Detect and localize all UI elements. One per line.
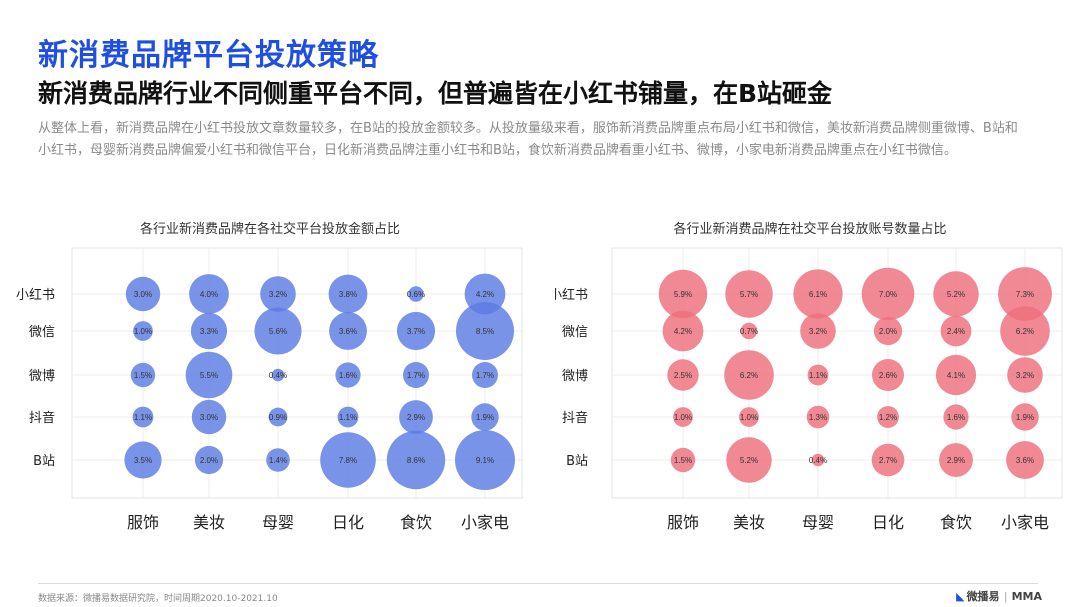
x-axis-label: 服饰 xyxy=(127,513,159,532)
bubble-value-label: 2.0% xyxy=(200,456,218,465)
x-axis-label: 小家电 xyxy=(1001,513,1049,532)
bubble-value-label: 3.5% xyxy=(134,456,152,465)
y-axis-label: B站 xyxy=(33,454,55,469)
bubble-value-label: 6.2% xyxy=(1016,327,1034,336)
bubble-value-label: 3.3% xyxy=(200,327,218,336)
bubble-value-label: 5.5% xyxy=(200,371,218,380)
bubble-value-label: 2.0% xyxy=(879,327,897,336)
bubble-value-label: 4.0% xyxy=(200,290,218,299)
bubble-value-label: 9.1% xyxy=(476,456,494,465)
bubble-value-label: 3.2% xyxy=(269,290,287,299)
bubble-value-label: 3.0% xyxy=(200,413,218,422)
bubble-value-label: 7.0% xyxy=(879,290,897,299)
x-axis-label: 母婴 xyxy=(802,513,834,532)
bubble-value-label: 5.6% xyxy=(269,327,287,336)
footer-divider xyxy=(38,583,1038,584)
y-axis-label: 小红书 xyxy=(555,287,588,303)
bubble-value-label: 6.2% xyxy=(740,371,758,380)
bubble-value-label: 1.3% xyxy=(809,413,827,422)
bubble-value-label: 1.6% xyxy=(947,413,965,422)
bubble-value-label: 8.6% xyxy=(407,456,425,465)
page-subtitle: 新消费品牌行业不同侧重平台不同，但普遍皆在小红书铺量，在B站砸金 xyxy=(38,74,832,110)
bubble-value-label: 3.0% xyxy=(134,290,152,299)
bubble-value-label: 1.6% xyxy=(339,371,357,380)
bubble-value-label: 0.6% xyxy=(407,290,425,299)
y-axis-label: 微博 xyxy=(29,369,55,384)
bubble-value-label: 1.7% xyxy=(476,371,494,380)
y-axis-label: 微博 xyxy=(562,369,588,384)
bubble-value-label: 1.9% xyxy=(1016,413,1034,422)
bubble-value-label: 1.0% xyxy=(740,413,758,422)
chart-investment-amount: 各行业新消费品牌在各社交平台投放金额占比 3.0% 4.0% 3.2% 3.8% 0.6… xyxy=(15,210,525,540)
brand-logo-icon: ◣ xyxy=(956,590,964,603)
chart-account-count: 各行业新消费品牌在社交平台投放账号数量占比 5.9% 5.7% 6.1% 7.0% 5.… xyxy=(555,210,1065,540)
bubble-value-label: 1.5% xyxy=(674,456,692,465)
y-axis-label: 抖音 xyxy=(29,410,55,426)
bubble-value-label: 2.5% xyxy=(674,371,692,380)
brand-logo-text: 微播易 xyxy=(967,590,1000,603)
footer-logos: ◣ 微播易 | MMA xyxy=(956,588,1042,604)
bubble-value-label: 1.4% xyxy=(269,456,287,465)
bubble-value-label: 1.1% xyxy=(134,413,152,422)
bubble-value-label: 5.2% xyxy=(947,290,965,299)
bubble-value-label: 8.5% xyxy=(476,327,494,336)
page-description: 从整体上看，新消费品牌在小红书投放文章数量较多，在B站的投放金额较多。从投放量级… xyxy=(38,118,1028,162)
y-axis-label: 微信 xyxy=(562,325,588,340)
bubble-value-label: 2.9% xyxy=(407,413,425,422)
bubble-value-label: 1.0% xyxy=(134,327,152,336)
bubble-value-label: 6.1% xyxy=(809,290,827,299)
bubble-value-label: 3.2% xyxy=(1016,371,1034,380)
x-axis-label: 日化 xyxy=(332,513,364,532)
bubble-value-label: 5.7% xyxy=(740,290,758,299)
x-axis-label: 食饮 xyxy=(400,513,432,532)
bubble-value-label: 3.7% xyxy=(407,327,425,336)
bubble-value-label: 7.3% xyxy=(1016,290,1034,299)
x-axis-label: 美妆 xyxy=(733,513,765,532)
bubble-value-label: 2.9% xyxy=(947,456,965,465)
page-title: 新消费品牌平台投放策略 xyxy=(38,30,379,74)
x-axis-label: 日化 xyxy=(872,513,904,532)
x-axis-label: 服饰 xyxy=(667,513,699,532)
bubble-value-label: 1.1% xyxy=(339,413,357,422)
y-axis-label: B站 xyxy=(566,454,588,469)
x-axis-label: 小家电 xyxy=(461,513,509,532)
bubble-value-label: 1.0% xyxy=(674,413,692,422)
y-axis-label: 微信 xyxy=(29,325,55,340)
bubble-value-label: 0.4% xyxy=(269,371,287,380)
bubble-value-label: 2.4% xyxy=(947,327,965,336)
bubble-value-label: 7.8% xyxy=(339,456,357,465)
partner-logo-text: MMA xyxy=(1012,590,1042,603)
source-note: 数据来源：微播易数据研究院，时间周期2020.10-2021.10 xyxy=(38,591,278,604)
bubble-value-label: 5.2% xyxy=(740,456,758,465)
y-axis-label: 抖音 xyxy=(562,410,588,426)
x-axis-label: 母婴 xyxy=(262,513,294,532)
bubble-value-label: 4.1% xyxy=(947,371,965,380)
x-axis-label: 美妆 xyxy=(193,513,225,532)
bubble-value-label: 0.4% xyxy=(809,456,827,465)
bubble-value-label: 4.2% xyxy=(674,327,692,336)
bubble-value-label: 1.5% xyxy=(134,371,152,380)
bubble-value-label: 3.2% xyxy=(809,327,827,336)
bubble-chart-svg: 3.0% 4.0% 3.2% 3.8% 0.6% 4.2% 1.0% 3.3% 5.6% 3.6%… xyxy=(15,210,525,540)
bubble-value-label: 3.6% xyxy=(1016,456,1034,465)
bubble-value-label: 1.7% xyxy=(407,371,425,380)
bubble-value-label: 2.7% xyxy=(879,456,897,465)
bubble-value-label: 5.9% xyxy=(674,290,692,299)
bubble-value-label: 4.2% xyxy=(476,290,494,299)
bubble-chart-svg: 5.9% 5.7% 6.1% 7.0% 5.2% 7.3% 4.2% 0.7% 3.2% 2.0%… xyxy=(555,210,1065,540)
bubble-value-label: 3.6% xyxy=(339,327,357,336)
bubble-value-label: 0.9% xyxy=(269,413,287,422)
bubble-value-label: 2.6% xyxy=(879,371,897,380)
y-axis-label: 小红书 xyxy=(16,287,55,303)
bubble-value-label: 3.8% xyxy=(339,290,357,299)
bubble-value-label: 0.7% xyxy=(740,327,758,336)
x-axis-label: 食饮 xyxy=(940,513,972,532)
bubble-value-label: 1.2% xyxy=(879,413,897,422)
logo-separator: | xyxy=(1004,590,1008,603)
bubble-value-label: 1.1% xyxy=(809,371,827,380)
bubble-value-label: 1.9% xyxy=(476,413,494,422)
